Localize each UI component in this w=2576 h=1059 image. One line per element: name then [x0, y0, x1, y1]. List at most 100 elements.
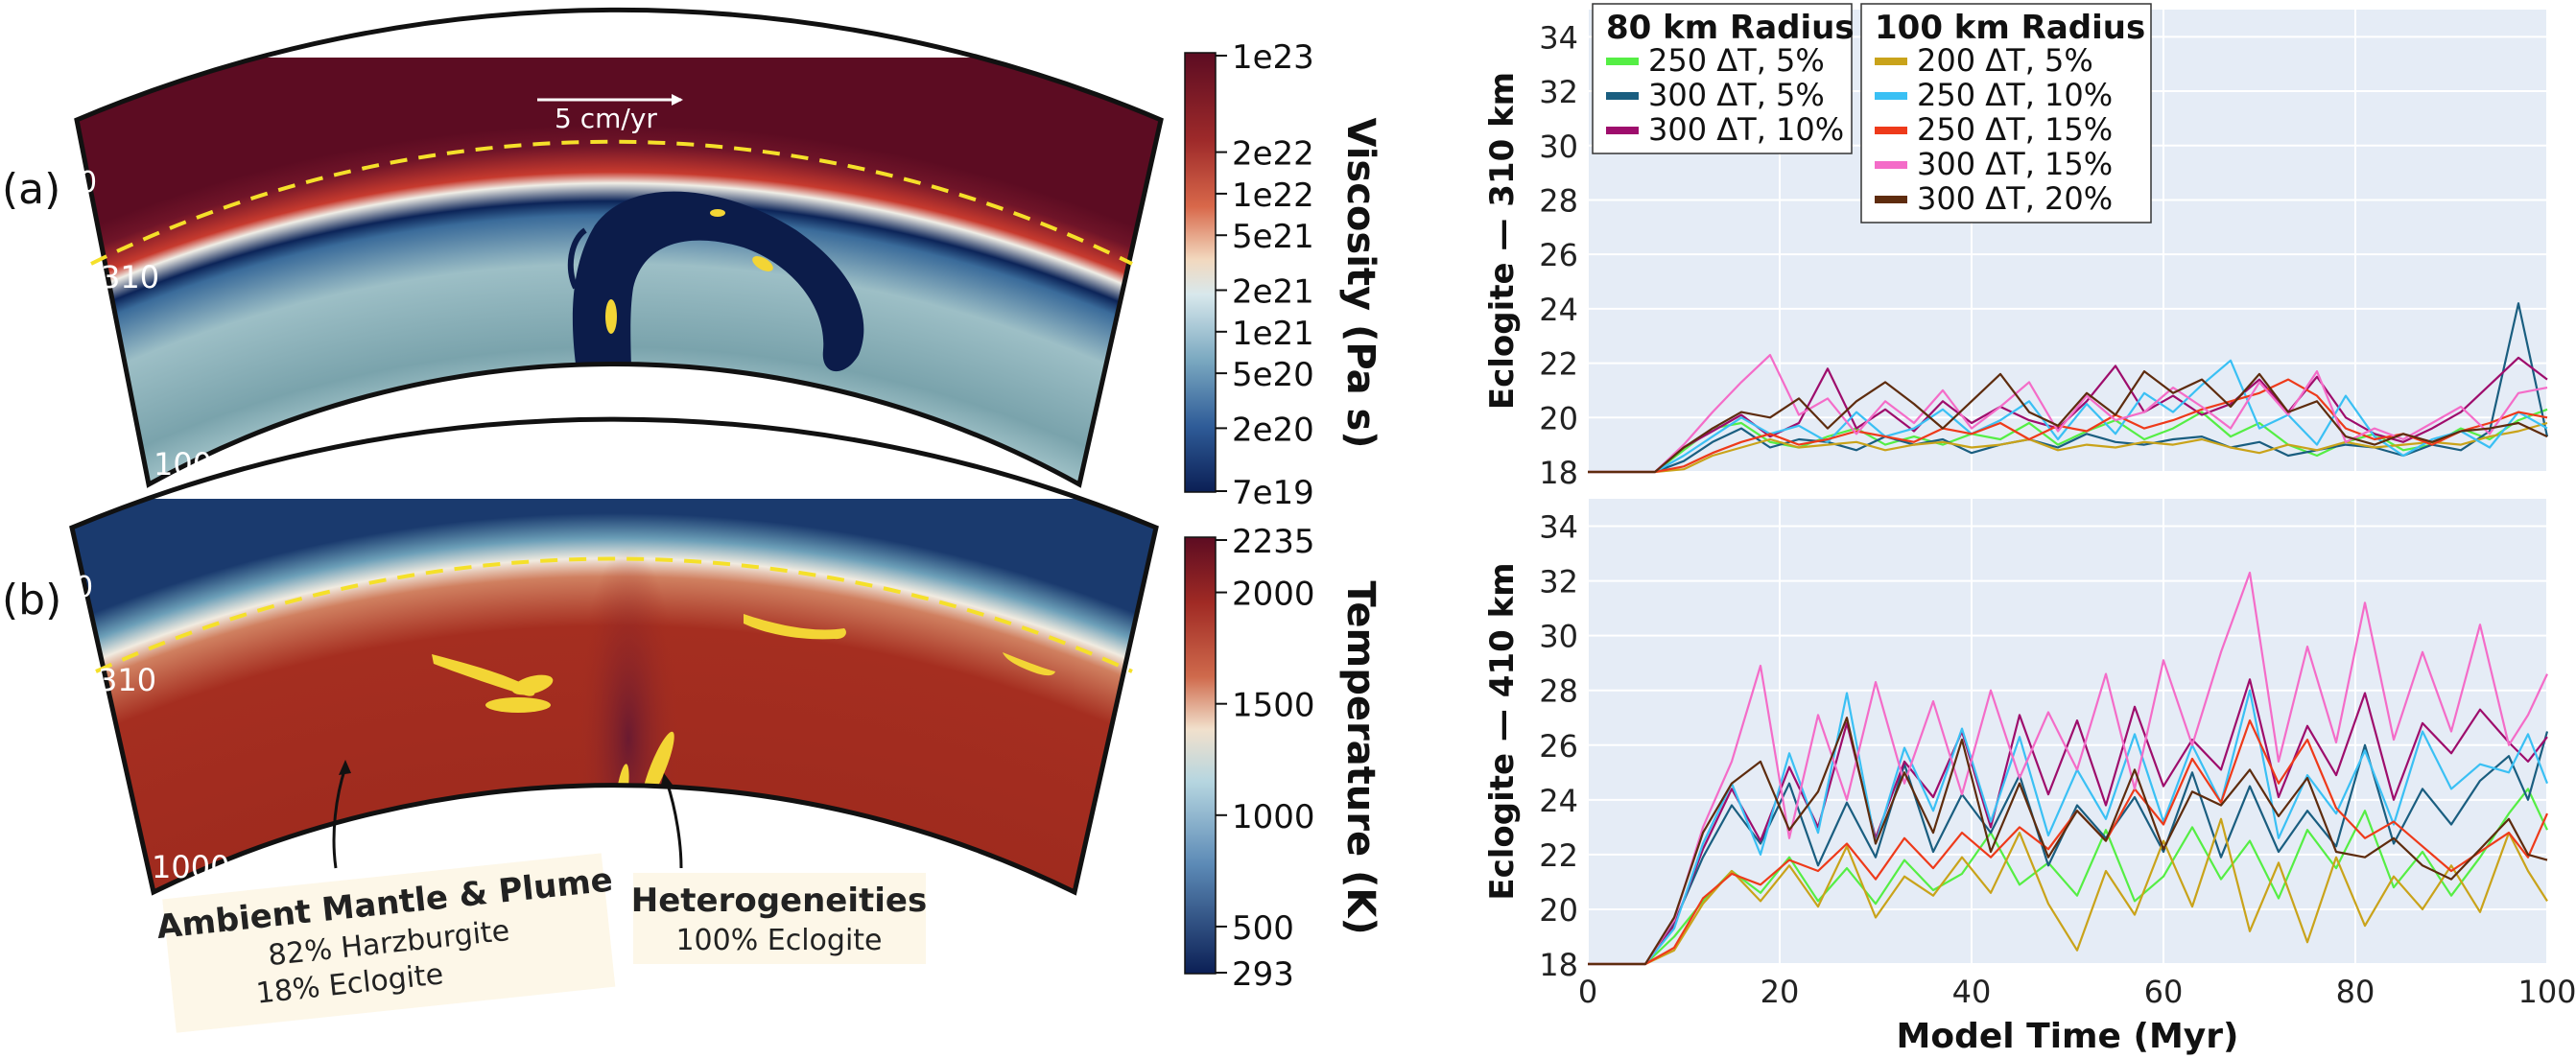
panel-b-frame [69, 416, 1159, 896]
colorbar-tick-label: 1e23 [1232, 38, 1314, 77]
x-tick-label: 40 [1952, 974, 1992, 1010]
y-tick-label: 18 [1539, 947, 1578, 983]
y-tick-label: 20 [1539, 400, 1578, 436]
y-tick-label: 24 [1539, 783, 1578, 819]
y-axis-label: Eclogite — 310 km [1483, 72, 1522, 410]
panel-b-label: (b) [2, 576, 61, 624]
legend-entry: 300 ΔT, 5% [1648, 77, 1825, 113]
colorbar-tick-label: 2235 [1232, 523, 1315, 561]
y-tick-label: 32 [1539, 74, 1578, 110]
transition-310-line [95, 556, 1133, 673]
annotation-arrow [332, 760, 351, 869]
panel-a-label: (a) [2, 165, 60, 214]
legend-entry: 250 ΔT, 10% [1917, 77, 2113, 113]
eclogite-blob [432, 654, 535, 696]
y-tick-label: 26 [1539, 728, 1578, 765]
legend-entry: 250 ΔT, 5% [1648, 42, 1825, 79]
series-line [1588, 370, 2548, 474]
temperature-colorbar: 2235 2000 1500 1000 500 293 Temperature (K) [1184, 523, 1383, 994]
depth-label-310: 310 [98, 662, 156, 698]
legend-box [1860, 3, 2152, 224]
y-tick-label: 20 [1539, 892, 1578, 929]
series-line [1588, 302, 2549, 474]
colorbar-tick-label: 5e20 [1232, 356, 1314, 394]
legend-title: 80 km Radius [1606, 9, 1855, 47]
colorbar-tick-label: 2e21 [1232, 272, 1314, 311]
y-tick-label: 34 [1539, 19, 1578, 56]
eclogite-blob [1003, 652, 1055, 676]
velocity-scale-label: 5 cm/yr [555, 103, 657, 134]
depth-label-0: 0 [79, 166, 97, 200]
y-tick-label: 30 [1539, 619, 1578, 655]
velocity-scale-arrow [537, 94, 683, 106]
legend-title: 100 km Radius [1875, 9, 2145, 47]
series-line [1588, 817, 2548, 966]
plot-area [1588, 499, 2547, 964]
depth-label-1000: 1000 [152, 849, 229, 885]
y-tick-label: 22 [1539, 837, 1578, 874]
y-tick-label: 30 [1539, 129, 1578, 165]
y-tick-label: 28 [1539, 182, 1578, 219]
y-tick-label: 34 [1539, 509, 1578, 546]
depth-label-310: 310 [101, 259, 159, 295]
depth-label-0: 0 [75, 571, 93, 604]
series-line [1588, 788, 2548, 966]
y-tick-label: 24 [1539, 292, 1578, 328]
legend-entry: 250 ΔT, 15% [1917, 111, 2113, 148]
annotation-line: 100% Eclogite [675, 924, 882, 957]
colorbar-tick-label: 2000 [1232, 576, 1315, 614]
legend-entry: 300 ΔT, 20% [1917, 180, 2113, 217]
legend-entry: 300 ΔT, 15% [1917, 146, 2113, 182]
x-tick-label: 100 [2517, 974, 2576, 1010]
colorbar-tick-label: 1e21 [1232, 315, 1314, 353]
eclogite-blob [605, 299, 617, 334]
y-tick-label: 18 [1539, 455, 1578, 491]
colorbar-tick-label: 1000 [1232, 798, 1315, 836]
viscosity-colorbar-title: Viscosity (Pa s) [1338, 117, 1383, 448]
series-line [1588, 354, 2548, 474]
panel-b: (b) 0 310 1000 Ambie [2, 416, 1159, 1033]
series-line [1588, 359, 2548, 474]
y-tick-label: 22 [1539, 346, 1578, 383]
panel-a: (a) 0 310 1000 5 cm/yr [2, 7, 1164, 488]
colorbar-tick-label: 1e22 [1232, 176, 1314, 215]
y-tick-label: 26 [1539, 237, 1578, 273]
colorbar-tick-label: 293 [1232, 955, 1294, 994]
x-tick-label: 20 [1761, 974, 1800, 1010]
colorbar-tick-label: 2e22 [1232, 135, 1314, 174]
series-line [1588, 689, 2549, 966]
eclogite-blob [511, 674, 554, 695]
temperature-colorbar-title: Temperature (K) [1338, 580, 1383, 934]
annotation-heterogeneities: Heterogeneities 100% Eclogite [631, 873, 927, 964]
colorbar-tick-label: 500 [1232, 909, 1294, 948]
colorbar-tick-label: 5e21 [1232, 218, 1314, 256]
annotation-title: Heterogeneities [631, 882, 927, 920]
x-tick-label: 80 [2336, 974, 2375, 1010]
y-tick-label: 32 [1539, 564, 1578, 600]
x-axis-label: Model Time (Myr) [1897, 1017, 2239, 1056]
x-tick-label: 60 [2144, 974, 2184, 1010]
annotation-arrow [660, 773, 683, 869]
subplot-2: 18 20 22 24 26 28 30 32 34 0 20 40 60 80 100 Eclogite —… [1483, 499, 2576, 1010]
y-tick-label: 28 [1539, 673, 1578, 710]
series-line [1588, 571, 2548, 966]
legend-entry: 300 ΔT, 10% [1648, 111, 1844, 148]
panel-a-frame [74, 7, 1164, 488]
y-axis-label: Eclogite — 410 km [1483, 562, 1522, 900]
x-tick-label: 0 [1578, 974, 1597, 1010]
series-line [1588, 421, 2548, 474]
colorbar-tick-label: 2e20 [1232, 411, 1314, 449]
series-line [1588, 731, 2549, 966]
series-line [1588, 717, 2548, 966]
eclogite-blob [744, 614, 846, 640]
eclogite-line-charts: 18 20 22 24 26 28 30 32 34 Eclogite — 310 km 18 20 2… [1483, 10, 2576, 1056]
eclogite-blob [710, 209, 725, 217]
colorbar-tick-label: 7e19 [1232, 474, 1314, 512]
eclogite-blob [752, 256, 773, 271]
colorbar-tick-label: 1500 [1232, 687, 1315, 725]
legend-entry: 200 ΔT, 5% [1917, 42, 2093, 79]
eclogite-blob [485, 697, 551, 713]
